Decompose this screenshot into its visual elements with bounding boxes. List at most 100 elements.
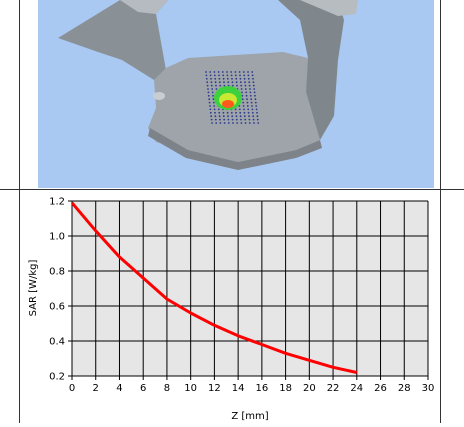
grid-point [247,71,249,73]
table-border-right [440,0,441,423]
grid-point [210,118,213,121]
y-tick-label: 0.8 [49,267,65,278]
grid-point [242,71,245,73]
grid-point [253,91,256,94]
x-tick-label: 22 [327,383,340,394]
x-tick-label: 16 [255,383,268,394]
grid-point [249,88,251,90]
grid-point [223,118,226,121]
grid-point [241,98,244,101]
x-tick-label: 18 [279,383,292,394]
grid-point [219,118,221,121]
phantom-left-wall [58,0,168,80]
grid-point [212,98,215,101]
grid-point [215,122,218,124]
phantom-hole [153,92,165,100]
grid-point [231,118,234,121]
grid-point [230,74,233,77]
grid-point [209,105,211,107]
grid-point [210,77,212,80]
grid-point [208,101,211,104]
grid-point [243,77,246,80]
grid-point [207,94,210,97]
grid-point [241,91,243,94]
grid-point [226,74,229,77]
phantom-base-edge [148,128,322,170]
grid-point [240,118,242,121]
grid-point [218,77,221,80]
grid-point [256,111,258,114]
grid-point [231,84,234,87]
grid-point [227,81,230,84]
grid-point [227,118,230,121]
grid-point [218,81,221,84]
grid-point [236,122,239,124]
grid-point [245,94,248,97]
grid-point [240,84,243,87]
phantom-right-wall [278,0,344,140]
x-tick-label: 26 [374,383,387,394]
grid-point [209,111,212,114]
grid-point [248,84,251,87]
y-tick-label: 0.6 [49,302,65,313]
grid-point [250,101,253,104]
grid-point [252,81,255,84]
grid-point [242,101,245,104]
grid-point [231,81,234,84]
x-axis-label: Z [mm] [231,411,268,422]
grid-point [209,71,212,73]
grid-point [235,111,237,114]
grid-point [205,71,207,73]
grid-point [226,71,228,73]
grid-point [247,111,250,114]
grid-point [248,115,250,118]
grid-point [245,91,248,94]
grid-point [222,74,225,77]
sar-z-chart: 0 2 4 6 8 10 12 14 16 18 20 22 24 26 28 30 0.2 0.4 0.6 0.8… [20,190,440,423]
grid-point [250,98,253,101]
grid-point [239,77,242,80]
grid-point [230,111,233,114]
x-tick-label: 4 [116,383,122,394]
x-tick-label: 28 [398,383,411,394]
grid-point [211,122,213,124]
grid-point [239,111,242,114]
grid-point [210,81,213,84]
y-tick-label: 0.4 [49,337,65,348]
grid-point [209,74,212,77]
grid-point [230,71,233,73]
grid-point [253,88,256,90]
grid-point [248,118,251,121]
grid-point [213,105,216,107]
grid-point [213,108,216,111]
grid-point [210,115,213,118]
x-tick-label: 14 [232,383,245,394]
grid-point [215,88,218,90]
grid-point [218,74,220,77]
grid-point [244,122,247,124]
grid-point [240,122,243,124]
grid-point [223,81,225,84]
grid-point [253,122,255,124]
y-tick-label: 0.2 [49,372,65,383]
grid-point [205,74,208,77]
grid-point [222,77,225,80]
grid-point [221,71,224,73]
grid-point [214,81,217,84]
x-tick-label: 24 [350,383,363,394]
x-tick-label: 6 [140,383,146,394]
grid-point [251,71,254,73]
grid-point [243,111,246,114]
grid-point [222,115,225,118]
grid-point [243,74,246,77]
grid-point [254,94,256,97]
grid-point [256,115,259,118]
table-row-divider [0,189,464,190]
grid-point [223,84,226,87]
grid-point [235,81,238,84]
grid-point [248,122,251,124]
grid-point [239,115,242,118]
table-border-left [19,0,20,423]
grid-point [214,118,217,121]
grid-point [212,101,215,104]
